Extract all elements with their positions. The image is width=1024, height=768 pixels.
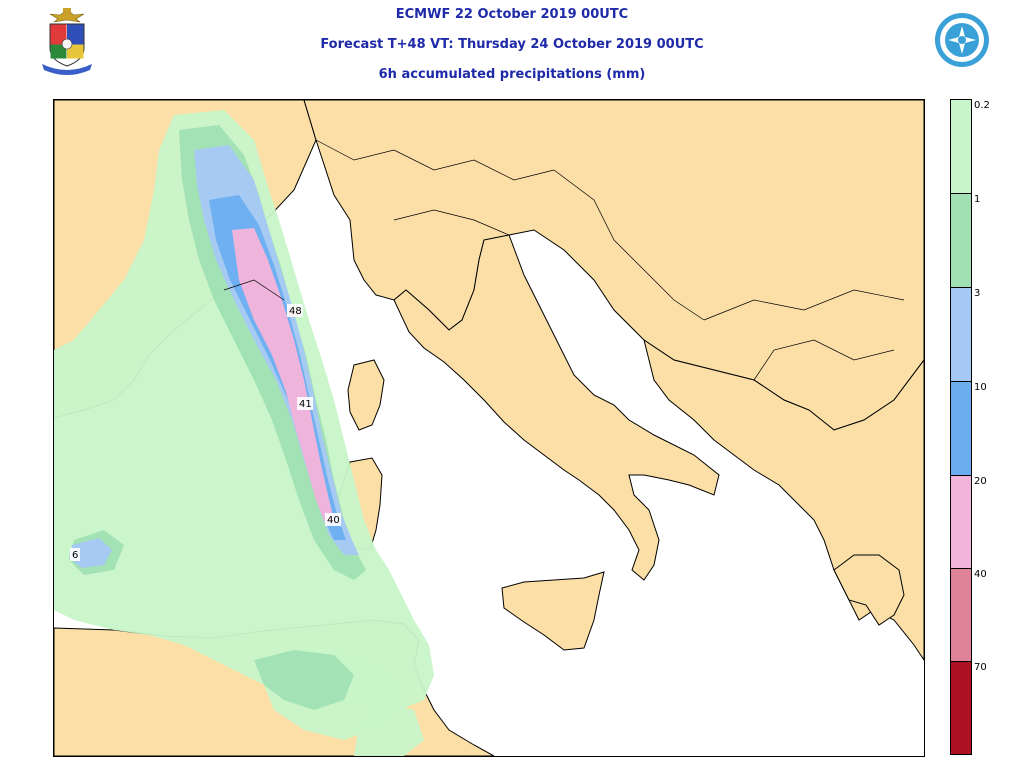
colorbar-band-3 bbox=[951, 288, 971, 382]
max-label-6: 6 bbox=[72, 550, 78, 561]
land-italy bbox=[393, 234, 720, 581]
land-sicily bbox=[501, 571, 605, 651]
colorbar-band-40 bbox=[951, 569, 971, 662]
colorbar-band-20 bbox=[951, 476, 971, 569]
air-force-crest-logo bbox=[42, 8, 92, 75]
colorbar-label-40: 40 bbox=[974, 569, 987, 580]
max-label-40: 40 bbox=[327, 515, 340, 526]
max-label-41: 41 bbox=[299, 399, 312, 410]
colorbar-band-1 bbox=[951, 194, 971, 288]
colorbar-label-0.2: 0.2 bbox=[974, 100, 990, 111]
colorbar bbox=[950, 99, 972, 755]
field-title: 6h accumulated precipitations (mm) bbox=[378, 67, 646, 82]
land-corsica bbox=[347, 359, 385, 431]
colorbar-label-1: 1 bbox=[974, 194, 981, 205]
max-label-48: 48 bbox=[289, 306, 302, 317]
precip-20-layer bbox=[232, 228, 334, 525]
colorbar-band-10 bbox=[951, 382, 971, 476]
borders-layer bbox=[223, 139, 905, 381]
colorbar-label-20: 20 bbox=[974, 476, 987, 487]
map-svg: 48 41 40 6 bbox=[54, 100, 924, 756]
map-value-labels: 48 41 40 6 bbox=[70, 304, 341, 561]
forecast-title: Forecast T+48 VT: Thursday 24 October 20… bbox=[320, 37, 704, 52]
run-title: ECMWF 22 October 2019 00UTC bbox=[395, 7, 629, 22]
colorbar-label-10: 10 bbox=[974, 382, 987, 393]
colorbar-label-3: 3 bbox=[974, 288, 981, 299]
colorbar-band-70 bbox=[951, 662, 971, 754]
land-peloponnese bbox=[833, 554, 905, 626]
wmo-emblem-logo bbox=[935, 13, 989, 67]
colorbar-band-0.2 bbox=[951, 100, 971, 194]
precipitation-map: 48 41 40 6 bbox=[53, 99, 925, 757]
colorbar-label-70: 70 bbox=[974, 662, 987, 673]
